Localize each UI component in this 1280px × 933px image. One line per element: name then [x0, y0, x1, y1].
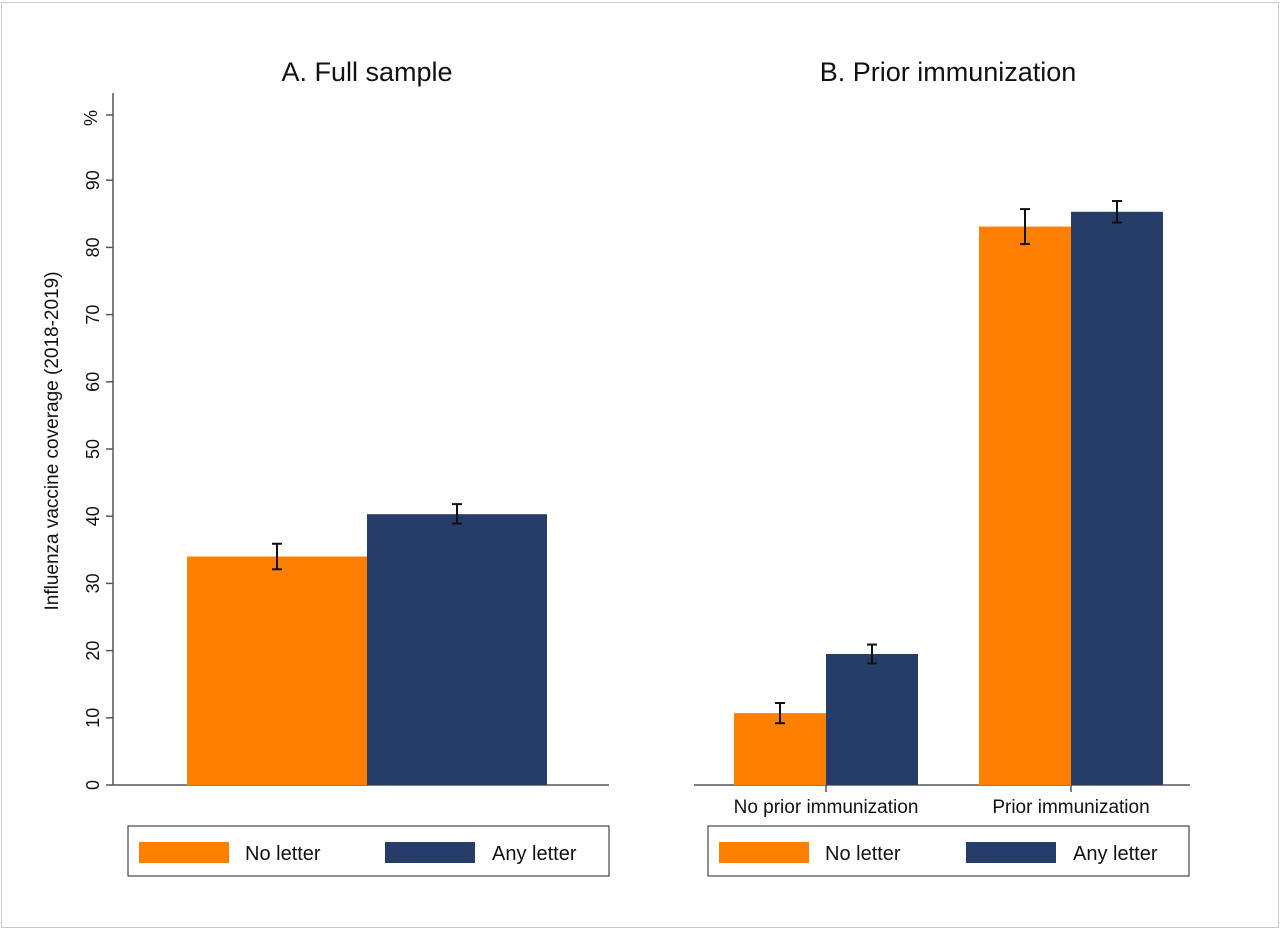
bar-no-letter	[734, 713, 826, 785]
y-tick-label: 30	[83, 573, 103, 593]
y-tick-label: 0	[83, 780, 103, 790]
y-tick-label: 90	[83, 170, 103, 190]
y-axis-unit: %	[81, 110, 101, 126]
x-tick-label: Prior immunization	[992, 797, 1149, 818]
panel-a: A. Full sample No letter Any letter	[113, 57, 610, 877]
bar-chart: Influenza vaccine coverage (2018-2019) %…	[42, 57, 1190, 877]
bar-any-letter	[367, 514, 547, 785]
y-tick-label: 60	[83, 372, 103, 392]
y-tick-label: 70	[83, 305, 103, 325]
legend-label-no-letter: No letter	[245, 843, 321, 865]
legend-label-any-letter: Any letter	[492, 843, 577, 865]
legend-swatch-no-letter	[139, 842, 229, 863]
bar-any-letter	[826, 653, 918, 785]
legend-swatch-any-letter	[966, 842, 1056, 863]
bar-no-letter	[979, 226, 1071, 785]
y-tick-label: 40	[83, 506, 103, 526]
y-tick-label: 80	[83, 237, 103, 257]
y-tick-label: 20	[83, 641, 103, 661]
y-axis-title: Influenza vaccine coverage (2018-2019)	[42, 271, 63, 610]
panel-a-title: A. Full sample	[281, 57, 452, 87]
bar-no-letter	[187, 556, 367, 785]
panel-b: B. Prior immunization No prior immunizat…	[694, 57, 1190, 877]
legend-label-any-letter: Any letter	[1073, 843, 1158, 865]
y-tick-label: 50	[83, 439, 103, 459]
panel-b-title: B. Prior immunization	[820, 57, 1077, 87]
x-tick-label: No prior immunization	[734, 797, 919, 818]
legend-swatch-no-letter	[719, 842, 809, 863]
legend-swatch-any-letter	[385, 842, 475, 863]
legend-label-no-letter: No letter	[825, 843, 901, 865]
legend-box	[127, 825, 610, 877]
legend: No letter Any letter	[127, 825, 610, 877]
y-tick-label: 10	[83, 708, 103, 728]
legend: No letter Any letter	[707, 825, 1190, 877]
bar-any-letter	[1071, 211, 1163, 785]
